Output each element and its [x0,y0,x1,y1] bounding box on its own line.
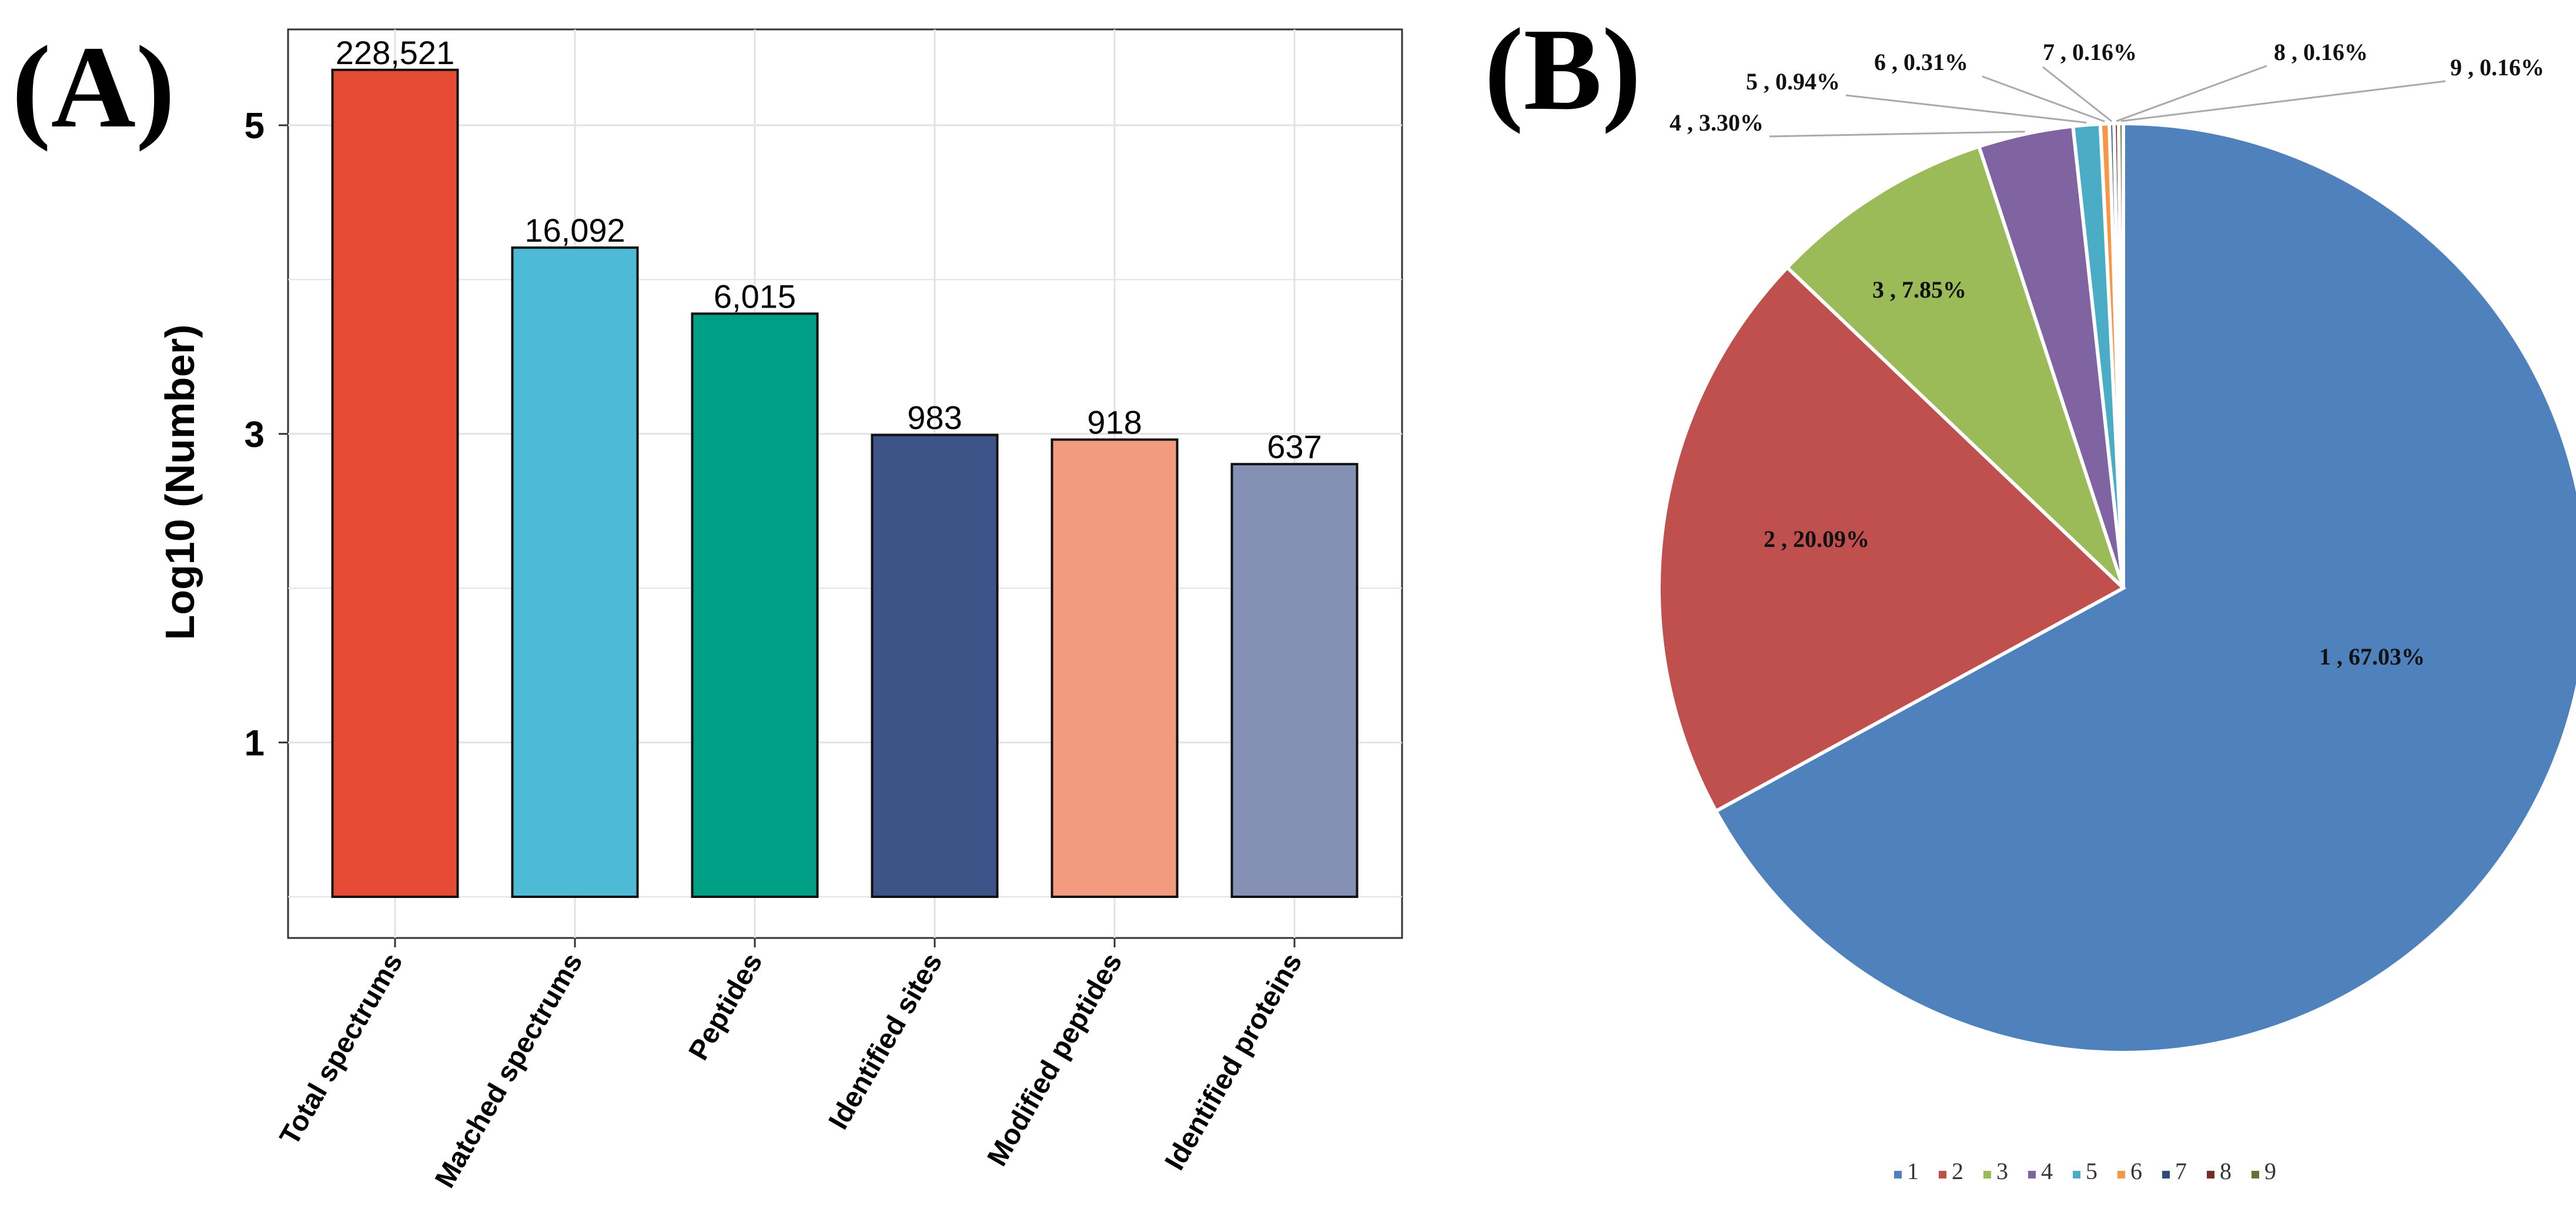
legend-swatch-9 [2252,1171,2259,1178]
panel-b-letter: (B) [1484,5,1641,135]
pie-slice-label: 7 , 0.16% [2043,39,2137,65]
bar-5 [1051,438,1179,898]
legend-swatch-4 [2028,1171,2036,1178]
legend-swatch-8 [2207,1171,2214,1178]
legend-label: 3 [1996,1158,2008,1184]
category-label: Total spectrums [274,948,409,1151]
bar-chart-bars [331,68,1359,899]
legend-swatch-7 [2162,1171,2170,1178]
pie-slice-label: 1 , 67.03% [2319,643,2425,670]
pie-chart: 1 , 67.03% 2 , 20.09% 3 , 7.85% 4 , 3.30% 5 … [1657,39,2576,1184]
panel-a-letter: (A) [12,22,175,152]
bar-6 [1230,463,1359,898]
bar-4 [871,433,999,898]
y-tick-label: 5 [245,106,265,146]
bar-value-label: 228,521 [336,34,454,71]
legend-label: 9 [2264,1158,2276,1184]
bar-chart-category-labels: Total spectrums Matched spectrums Peptides… [274,938,1309,1193]
pie-slice-label: 5 , 0.94% [1746,68,1840,95]
bar-2 [511,246,639,898]
legend-label: 6 [2130,1158,2142,1184]
pie-slice-label: 3 , 7.85% [1872,276,1966,303]
y-tick-label: 1 [245,723,265,764]
legend-swatch-6 [2117,1171,2125,1178]
category-label: Peptides [683,948,769,1066]
leader-line [2042,66,2112,122]
legend-label: 7 [2175,1158,2187,1184]
legend-swatch-5 [2073,1171,2080,1178]
legend-label: 5 [2086,1158,2097,1184]
legend-swatch-2 [1939,1171,1946,1178]
pie-chart-labels: 1 , 67.03% 2 , 20.09% 3 , 7.85% 4 , 3.30% 5 … [1670,39,2544,670]
legend-label: 1 [1907,1158,1919,1184]
bar-chart-value-labels: 228,521 16,092 6,015 983 918 637 [336,34,1322,465]
pie-slice-3 [1784,144,2125,590]
pie-slice-label: 6 , 0.31% [1874,49,1968,75]
bar-3 [691,312,819,898]
bar-1 [331,68,459,899]
pie-slice-9 [2117,121,2125,589]
bar-value-label: 637 [1267,428,1322,465]
legend-label: 4 [2041,1158,2053,1184]
legend-label: 8 [2220,1158,2232,1184]
pie-chart-legend: 1 2 3 4 5 6 7 8 9 [1894,1158,2276,1184]
bar-value-label: 918 [1087,404,1142,441]
pie-slice-2 [1657,265,2127,814]
bar-chart-y-ticks: 1 3 5 [245,106,288,764]
leader-line [1982,75,2105,123]
bar-chart: 1 3 5 Log10 (Number) 228,521 16,092 6,015 983… [157,28,1403,1193]
pie-slice-label: 4 , 3.30% [1670,109,1764,136]
pie-slice-label: 2 , 20.09% [1764,526,1869,552]
bar-value-label: 6,015 [714,278,796,315]
leader-line [1845,94,2087,123]
y-tick-label: 3 [245,415,265,455]
category-label: Identified proteins [1159,948,1309,1176]
pie-slice-1 [1713,121,2576,1054]
leader-line [2120,80,2446,122]
legend-swatch-3 [1983,1171,1991,1178]
leader-line [1769,131,2025,138]
pie-slice-label: 8 , 0.16% [2274,39,2368,65]
legend-label: 2 [1952,1158,1963,1184]
pie-chart-slices [1657,121,2576,1054]
bar-chart-panel [287,28,1403,939]
bar-chart-y-axis-label: Log10 (Number) [157,325,203,640]
category-label: Matched spectrums [429,948,588,1193]
pie-slice-label: 9 , 0.16% [2450,54,2544,81]
pie-chart-leader-lines [1769,65,2446,138]
legend-swatch-1 [1894,1171,1902,1178]
category-label: Identified sites [823,948,949,1135]
leader-line [2116,65,2267,122]
bar-value-label: 16,092 [524,212,625,249]
category-label: Modified peptides [982,948,1129,1171]
bar-value-label: 983 [907,399,962,436]
